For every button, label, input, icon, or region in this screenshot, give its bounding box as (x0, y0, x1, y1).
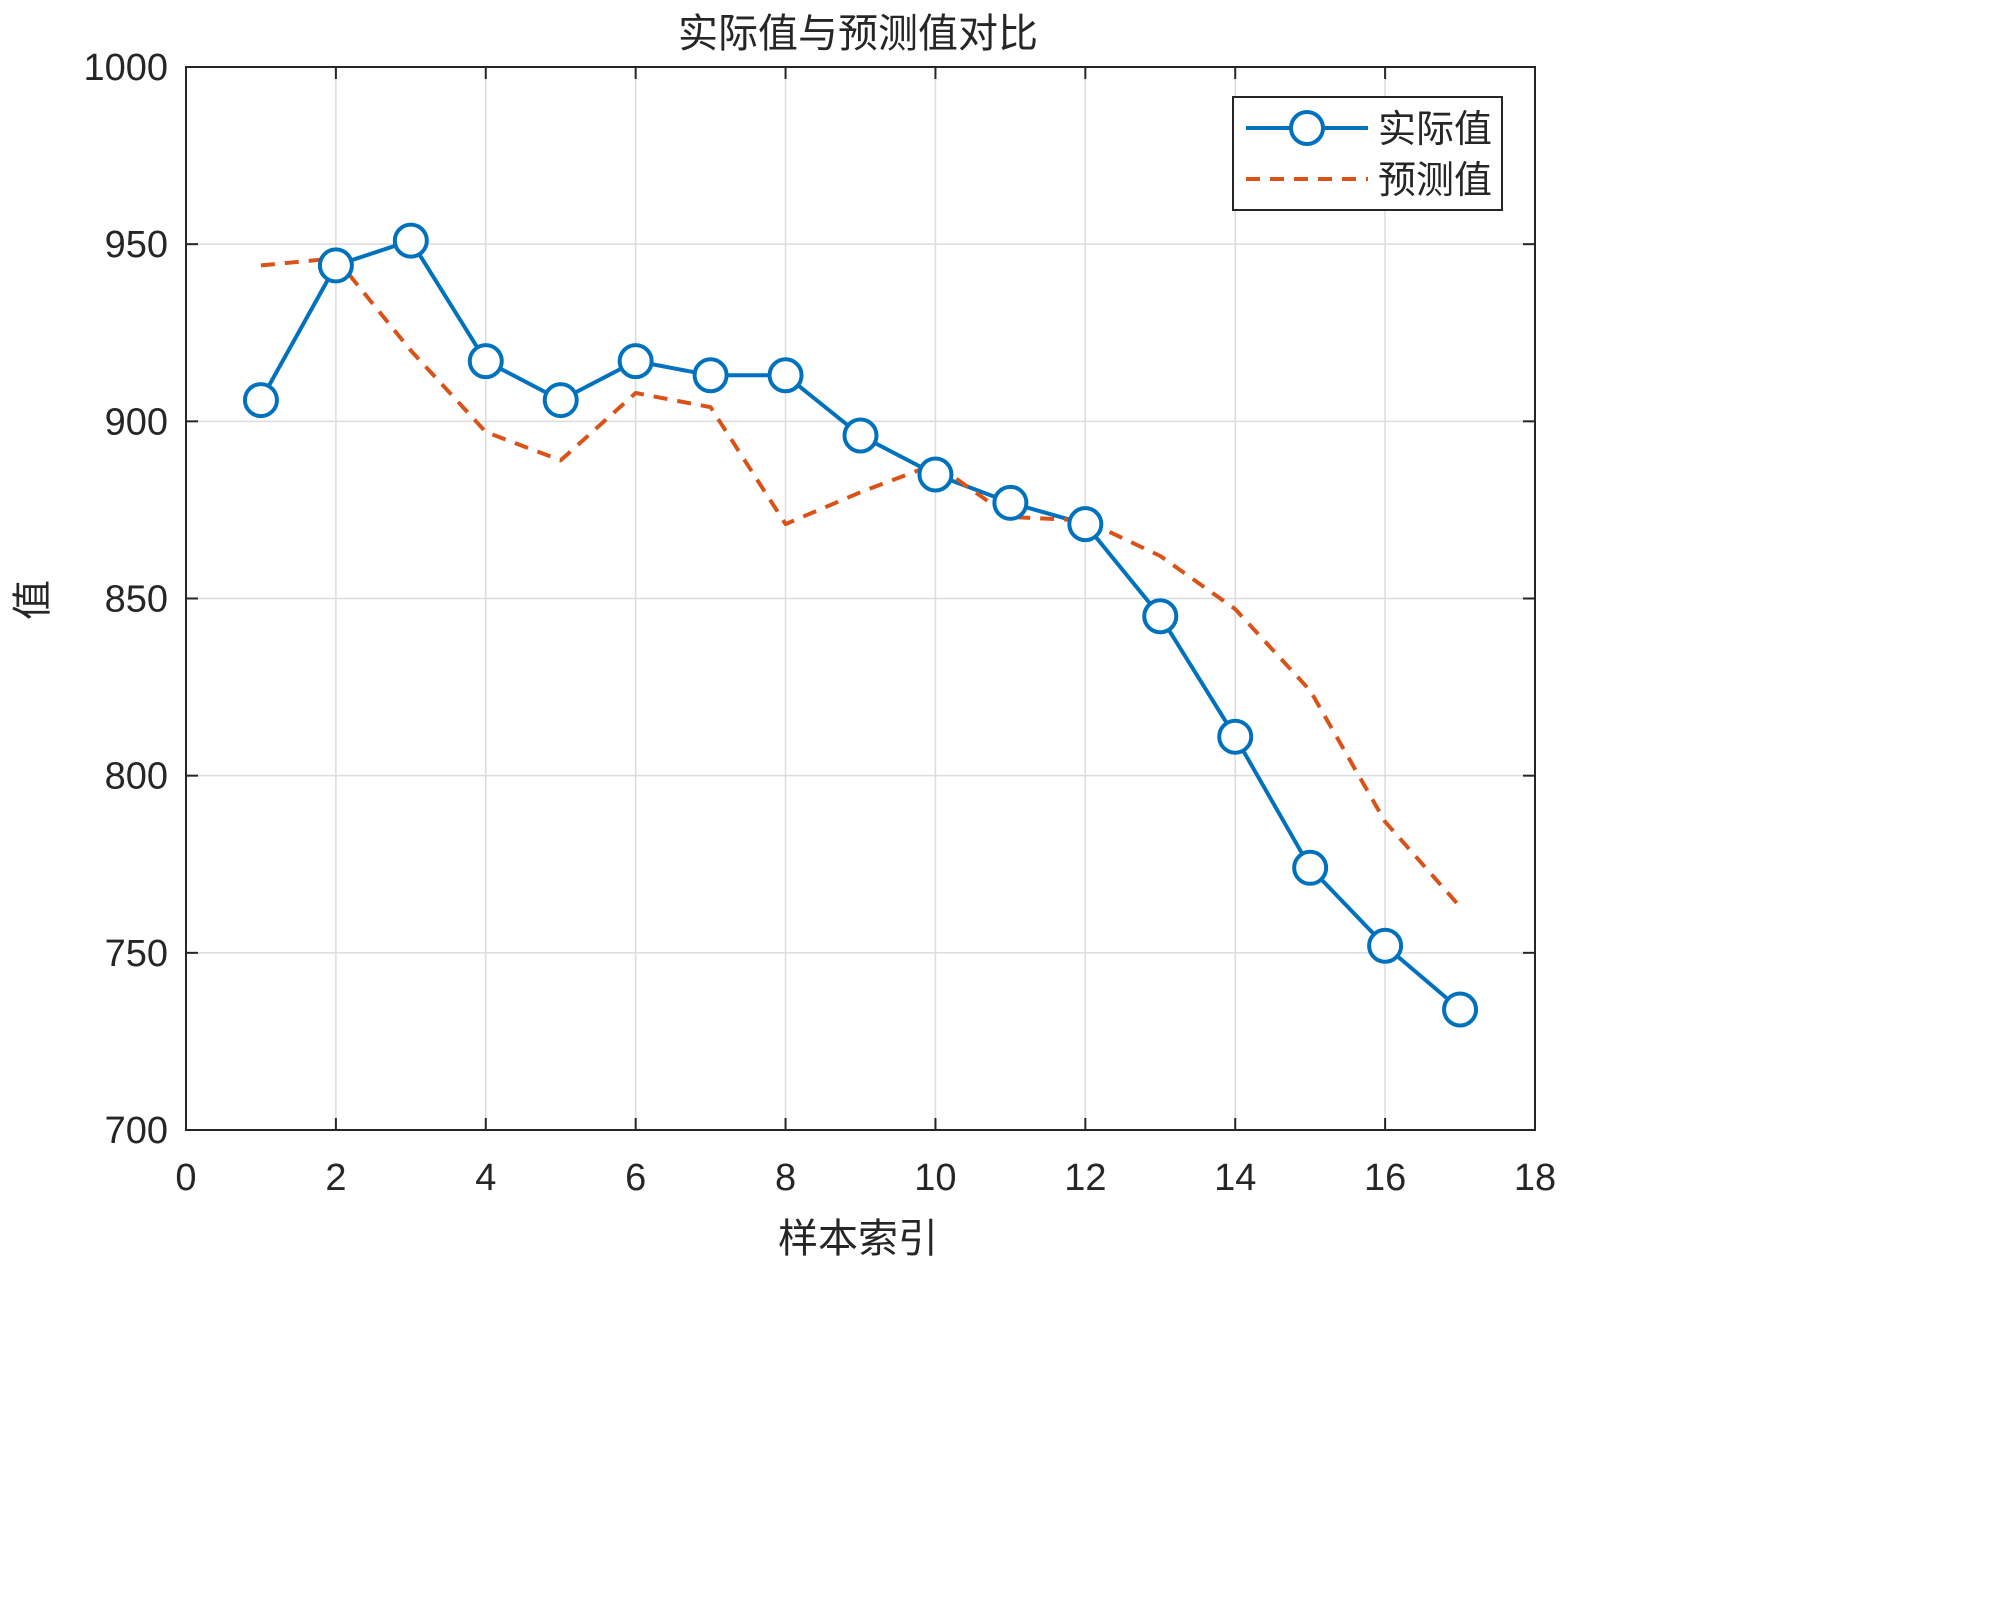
y-tick-label: 900 (105, 401, 168, 443)
data-point-actual (767, 357, 804, 394)
data-point-actual (317, 247, 354, 284)
x-tick-label: 8 (775, 1157, 796, 1199)
series-layer (242, 222, 1479, 1028)
x-axis-label: 样本索引 (778, 1216, 938, 1262)
legend-label-actual: 实际值 (1378, 107, 1492, 151)
y-tick-label: 700 (105, 1110, 168, 1152)
y-tick-label: 800 (105, 756, 168, 798)
x-tick-label: 14 (1214, 1157, 1256, 1199)
x-tick-label: 6 (625, 1157, 646, 1199)
chart: 0 2 4 6 8 10 12 14 16 18 700 750 800 850 900 950 1000 实际… (10, 11, 1557, 1262)
data-point-actual (1292, 849, 1329, 886)
x-tick-label: 12 (1064, 1157, 1106, 1199)
data-point-actual (1442, 991, 1479, 1028)
data-point-actual (1067, 506, 1104, 543)
y-axis-label: 值 (10, 580, 56, 620)
data-point-actual (242, 382, 279, 419)
axes-box (185, 66, 1536, 1131)
chart-title: 实际值与预测值对比 (678, 11, 1038, 57)
x-tick-label: 2 (325, 1157, 346, 1199)
legend-label-predicted: 预测值 (1378, 158, 1492, 202)
y-tick-label: 750 (105, 933, 168, 975)
data-point-actual (392, 222, 429, 259)
data-point-actual (542, 382, 579, 419)
legend-marker-actual (1289, 110, 1325, 146)
data-point-actual (1367, 927, 1404, 964)
data-point-actual (467, 343, 504, 380)
data-point-actual (917, 456, 954, 493)
x-tick-label: 16 (1364, 1157, 1406, 1199)
legend-box (1232, 96, 1503, 211)
tick-labels: 0 2 4 6 8 10 12 14 16 18 700 750 800 850 900 950 1000 (83, 47, 1556, 1199)
data-point-actual (617, 343, 654, 380)
axes (185, 66, 1536, 1131)
y-tick-label: 950 (105, 224, 168, 266)
legend: 实际值 预测值 (1232, 96, 1503, 211)
x-tick-label: 4 (475, 1157, 496, 1199)
x-tick-label: 18 (1514, 1157, 1556, 1199)
x-tick-label: 0 (175, 1157, 196, 1199)
y-tick-label: 850 (105, 579, 168, 621)
data-point-actual (842, 417, 879, 454)
data-point-actual (1142, 598, 1179, 635)
series-line-predicted (260, 256, 1462, 909)
data-point-actual (1217, 718, 1254, 755)
x-tick-label: 10 (914, 1157, 956, 1199)
y-tick-label: 1000 (83, 47, 168, 89)
data-point-actual (692, 357, 729, 394)
data-point-actual (992, 484, 1029, 521)
